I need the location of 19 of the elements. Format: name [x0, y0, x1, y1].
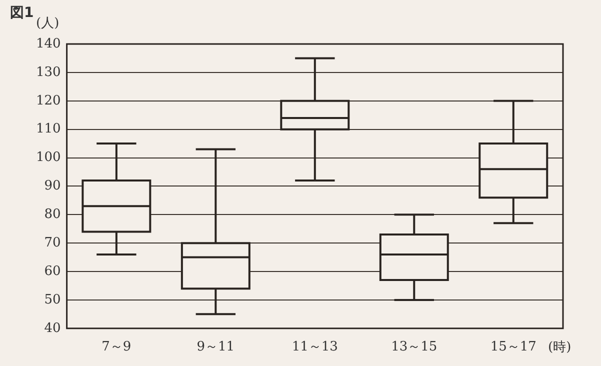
x-tick-label: 7～9: [102, 340, 132, 355]
y-tick-label: 100: [36, 150, 61, 166]
y-tick-label: 80: [44, 207, 61, 222]
y-tick-label: 130: [36, 64, 61, 80]
y-tick-label: 90: [44, 178, 61, 194]
y-tick-label: 110: [36, 122, 61, 137]
x-axis-title: (時): [548, 339, 572, 356]
x-tick-label: 9～11: [196, 340, 235, 355]
x-tick-label: 13～15: [391, 340, 438, 355]
y-tick-label: 50: [44, 292, 61, 308]
y-tick-label: 140: [36, 36, 61, 52]
y-axis-title: (人): [36, 15, 60, 32]
y-tick-label: 70: [44, 235, 61, 250]
y-tick-label: 120: [36, 93, 61, 108]
y-tick-label: 40: [44, 320, 61, 336]
y-tick-label: 60: [44, 264, 61, 279]
x-tick-label: 11～13: [292, 340, 338, 355]
x-tick-label: 15～17: [490, 340, 536, 355]
chart-title: 図1: [10, 4, 34, 22]
